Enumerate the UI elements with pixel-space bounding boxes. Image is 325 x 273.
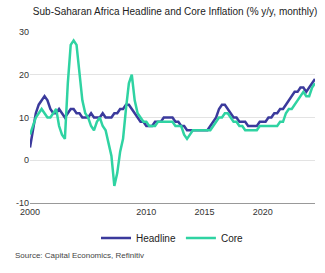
svg-text:10: 10 <box>19 113 29 123</box>
svg-text:Source: Capital Economics, Ref: Source: Capital Economics, Refinitiv <box>15 251 144 260</box>
svg-text:Core: Core <box>221 233 243 244</box>
svg-text:30: 30 <box>19 27 29 37</box>
svg-text:Sub-Saharan Africa Headline an: Sub-Saharan Africa Headline and Core Inf… <box>33 6 317 17</box>
svg-text:Headline: Headline <box>136 233 176 244</box>
svg-text:20: 20 <box>19 70 29 80</box>
svg-text:2000: 2000 <box>20 207 40 217</box>
svg-text:2020: 2020 <box>253 207 273 217</box>
svg-text:2015: 2015 <box>194 207 214 217</box>
svg-text:2010: 2010 <box>136 207 156 217</box>
svg-text:-10: -10 <box>16 198 29 208</box>
svg-text:0: 0 <box>24 155 29 165</box>
